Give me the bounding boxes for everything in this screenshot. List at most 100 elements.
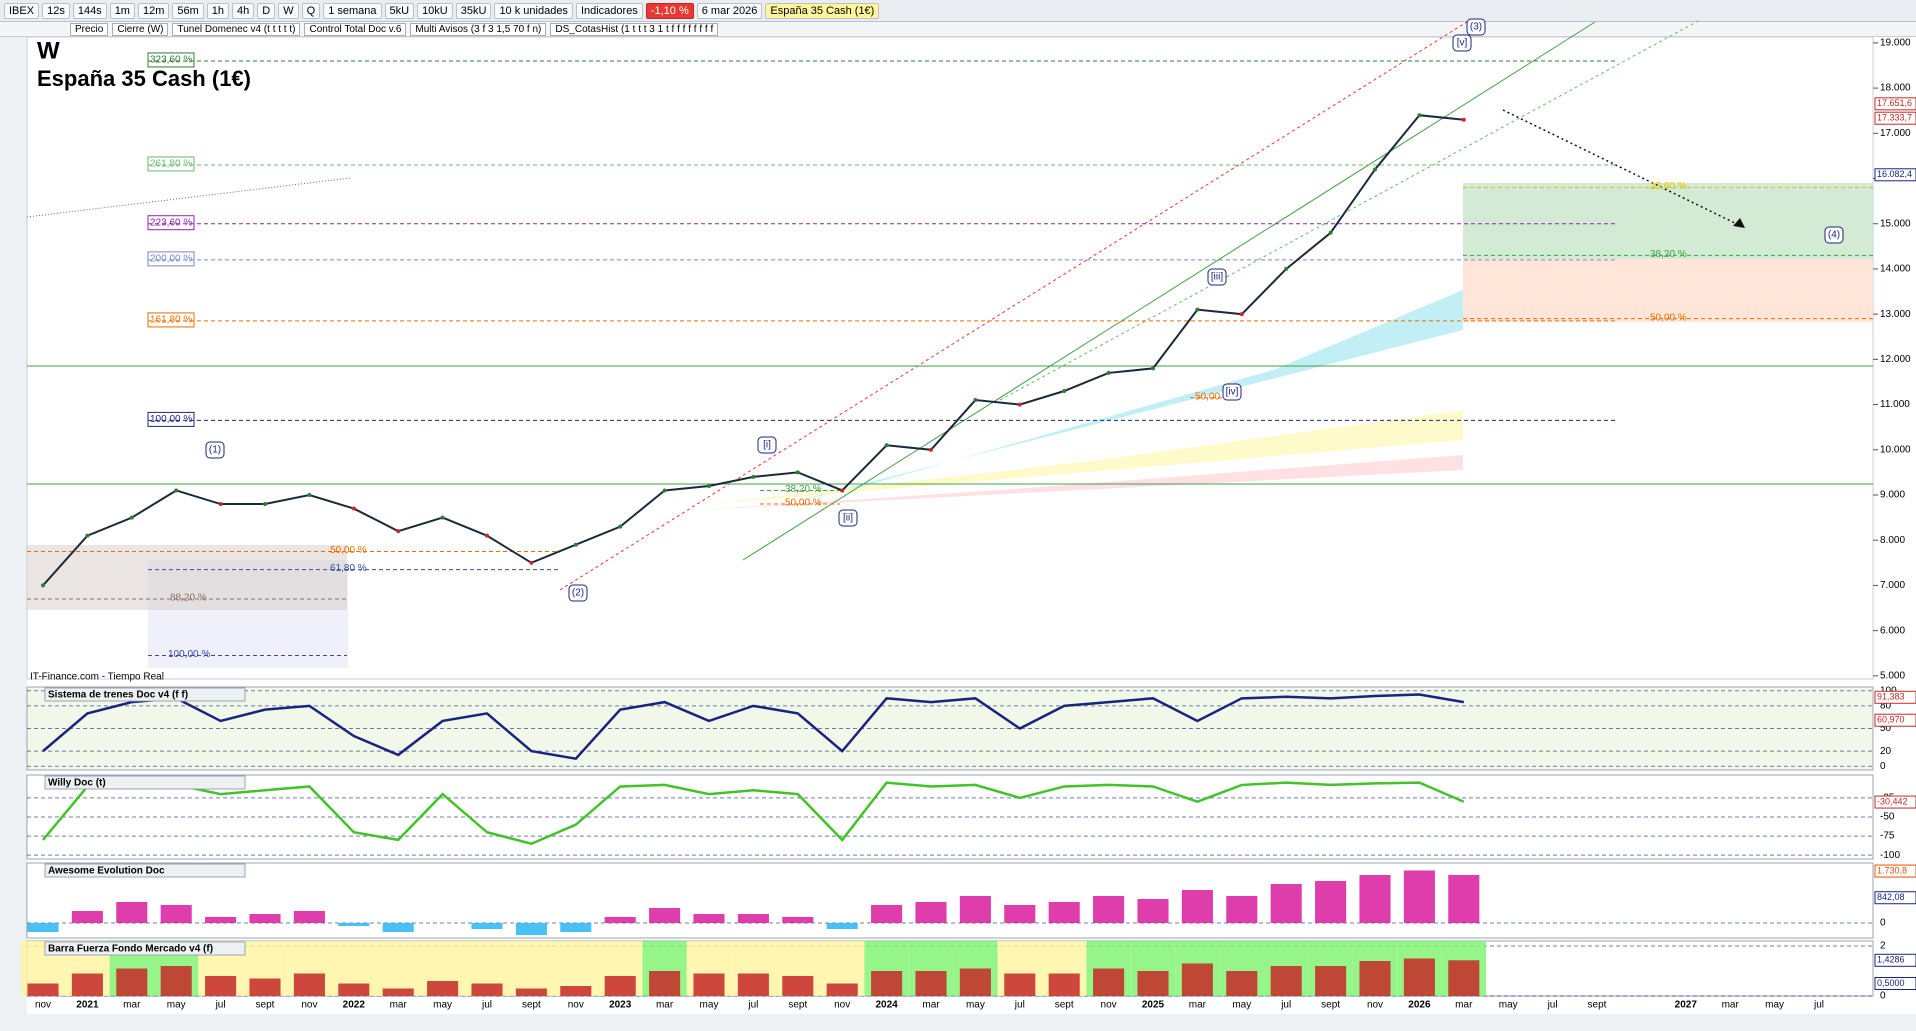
- price-tag-label: 17.651,6: [1877, 98, 1912, 108]
- pane-title-box: [44, 863, 246, 878]
- indicator-bar: [1004, 905, 1036, 923]
- period-select[interactable]: 1 semana: [323, 2, 382, 19]
- fib-label-box: [147, 156, 195, 172]
- price-point: [41, 583, 45, 588]
- change: -1,10 %: [645, 2, 694, 19]
- y-tick-label: 50: [1880, 723, 1892, 734]
- y-tick-label: -50: [1880, 812, 1895, 823]
- bar-background: [376, 941, 421, 996]
- x-tick-label: 2021: [76, 1000, 99, 1011]
- timeframe-button[interactable]: Q: [301, 2, 321, 19]
- indicator-bar: [959, 896, 991, 923]
- indicator-bar: [1137, 971, 1169, 996]
- indicator-bar: [27, 983, 59, 996]
- timeframe-button[interactable]: 1h: [206, 2, 230, 19]
- indicator-bar: [959, 968, 991, 996]
- price-point: [1106, 370, 1111, 375]
- indicator-bar: [1270, 884, 1302, 923]
- units-button[interactable]: 35kU: [455, 2, 492, 19]
- study-chip[interactable]: Precio: [70, 22, 109, 36]
- x-tick-label: may: [1765, 1000, 1784, 1011]
- indicator-bar: [560, 986, 592, 996]
- y-tick-label: 80: [1880, 701, 1892, 712]
- y-tick-label: 2: [1880, 941, 1886, 952]
- value-tag-label: 1.730,8: [1877, 865, 1907, 875]
- fib-label: 38,20 %: [1650, 249, 1687, 260]
- indicator-bar: [737, 973, 769, 996]
- fib-label: 88,20 %: [170, 593, 207, 604]
- study-chip[interactable]: DS_CotasHist (1 t t t 3 1 t f f f f f f …: [550, 22, 719, 36]
- x-tick-label: 2023: [609, 1000, 632, 1011]
- study-chip[interactable]: Cierre (W): [112, 22, 169, 36]
- symbol[interactable]: IBEX: [4, 2, 40, 19]
- indicator-bar: [71, 911, 103, 923]
- price-point: [662, 488, 667, 493]
- indicators-button[interactable]: Indicadores: [575, 2, 643, 19]
- fib-label-box: [147, 312, 195, 328]
- pane-title: Barra Fuerza Fondo Mercado v4 (f): [48, 944, 213, 955]
- timeframe-button[interactable]: 144s: [72, 2, 107, 19]
- timeframe-button[interactable]: D: [257, 2, 276, 19]
- indicator-bar: [338, 983, 370, 996]
- value-tag-label: 1,4286: [1877, 955, 1905, 965]
- bar-background: [509, 941, 554, 996]
- value-tag: [1874, 795, 1916, 809]
- price-point: [840, 488, 845, 493]
- x-tick-label: jul: [1280, 1000, 1291, 1011]
- x-tick-label: 2022: [343, 1000, 366, 1011]
- y-tick-label: 10.000: [1880, 444, 1911, 455]
- indicator-bar: [1403, 870, 1435, 923]
- indicator-bar: [1048, 902, 1080, 923]
- value-tag: [1874, 977, 1916, 990]
- indicator-bar: [1048, 973, 1080, 996]
- y-tick-label: 9.000: [1880, 490, 1905, 501]
- x-tick-label: may: [1232, 1000, 1251, 1011]
- indicator-bar: [160, 905, 192, 923]
- price-tag: [1874, 111, 1916, 125]
- timeframe-button[interactable]: 12m: [137, 2, 170, 19]
- timeframe-button[interactable]: 56m: [172, 2, 204, 19]
- indicator-bar: [293, 973, 325, 996]
- indicator-bar: [1448, 875, 1480, 923]
- y-tick-label: 0: [1880, 991, 1886, 1002]
- x-tick-label: mar: [1455, 1000, 1473, 1011]
- timeframe-button[interactable]: 12s: [42, 2, 70, 19]
- indicator-bar: [338, 923, 370, 926]
- units-button[interactable]: 5kU: [384, 2, 415, 19]
- study-chip[interactable]: Multi Avisos (3 f 3 1,5 70 f n): [410, 22, 547, 36]
- indicator-bar: [1448, 960, 1480, 996]
- instrument: España 35 Cash (1€): [765, 2, 880, 19]
- timeframe-button[interactable]: 4h: [232, 2, 255, 19]
- study-chip[interactable]: Tunel Domenec v4 (t t t t t): [172, 22, 301, 36]
- price-point: [485, 533, 489, 538]
- indicator-bar: [382, 923, 414, 932]
- value-tag: [1874, 953, 1916, 967]
- units-button[interactable]: 10kU: [417, 2, 453, 19]
- fib-label: 100,00 %: [168, 649, 210, 660]
- study-chip[interactable]: Control Total Doc v.6: [304, 22, 407, 36]
- x-tick-label: mar: [390, 1000, 408, 1011]
- x-tick-label: jul: [1547, 1000, 1558, 1011]
- value-tag: [1874, 891, 1916, 905]
- x-tick-label: jul: [1014, 1000, 1025, 1011]
- value-tag-label: 60,970: [1877, 715, 1905, 725]
- source-label: IT-Finance.com - Tiempo Real: [30, 672, 164, 683]
- units-select[interactable]: 10 k unidades: [494, 2, 573, 19]
- wave-label: (3): [1470, 22, 1482, 33]
- indicator-bar: [604, 976, 636, 996]
- price-point: [529, 560, 534, 565]
- x-tick-label: nov: [1101, 1000, 1117, 1011]
- date: 6 mar 2026: [696, 2, 763, 19]
- indicator-bar: [1403, 958, 1435, 996]
- x-tick-label: nov: [35, 1000, 51, 1011]
- indicator-bar: [27, 923, 59, 932]
- study-bar: Precio Cierre (W) Tunel Domenec v4 (t t t …: [0, 22, 1916, 37]
- wave-box: [1222, 383, 1242, 401]
- pane-title-box: [44, 941, 246, 956]
- price-point: [973, 398, 978, 403]
- x-tick-label: mar: [922, 1000, 940, 1011]
- timeframe-button[interactable]: 1m: [109, 2, 135, 19]
- indicator-line: [42, 781, 1465, 846]
- timeframe-button[interactable]: W: [278, 2, 299, 19]
- y-tick-label: 5.000: [1880, 670, 1905, 681]
